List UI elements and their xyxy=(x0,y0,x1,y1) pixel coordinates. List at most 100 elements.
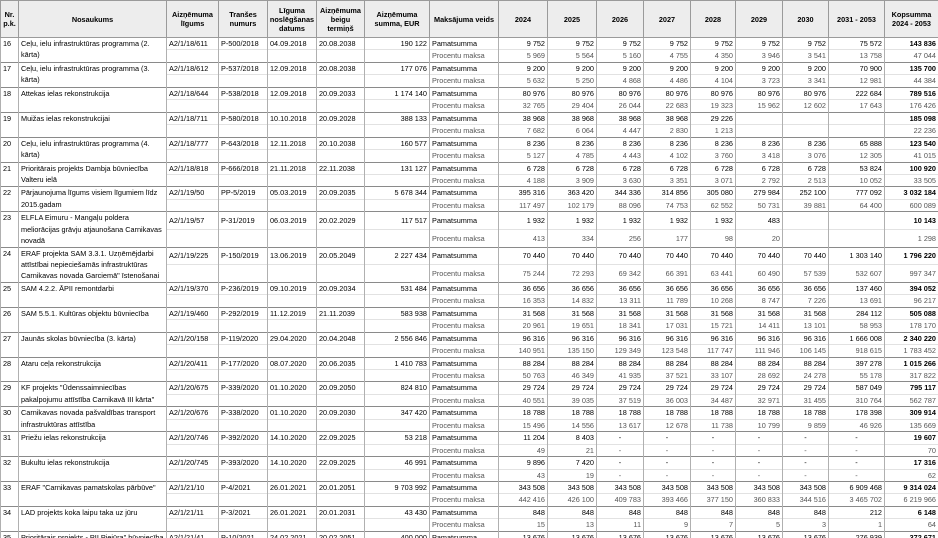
loan-end: 20.09.2028 xyxy=(316,111,365,125)
year-value: 363 420 xyxy=(547,186,597,200)
year-value: 31 568 xyxy=(735,306,783,320)
year-value: 222 684 xyxy=(828,86,885,100)
loan-contract: A2/1/20/675 xyxy=(166,381,219,395)
column-header: 2025 xyxy=(547,0,597,38)
empty-cell xyxy=(166,393,219,407)
loan-signed: 05.03.2019 xyxy=(267,186,317,200)
total-value: 33 505 xyxy=(884,173,938,187)
year-value xyxy=(828,124,885,138)
total-value: 317 822 xyxy=(884,368,938,382)
loan-contract: A2/1/20/411 xyxy=(166,356,219,370)
empty-cell xyxy=(218,418,268,432)
year-value: 8 236 xyxy=(498,136,548,150)
loan-amount: 1 174 140 xyxy=(364,86,430,100)
empty-cell xyxy=(166,294,219,308)
year-value: 256 xyxy=(596,228,644,248)
payment-type: Procentu maksa xyxy=(429,319,499,333)
year-value: 26 044 xyxy=(596,99,644,113)
empty-cell xyxy=(166,344,219,357)
year-value: 343 508 xyxy=(498,481,548,494)
year-value: 3 541 xyxy=(782,49,829,63)
payment-type: Pamatsumma xyxy=(429,186,499,200)
row-number: 25 xyxy=(0,281,19,308)
table-row: Procentu maksa 5 969 5 564 5 160 4 755 4 350 3… xyxy=(1,49,938,63)
empty-cell xyxy=(218,173,268,187)
empty-cell xyxy=(364,518,430,532)
empty-cell xyxy=(316,198,365,212)
year-value: 88 284 xyxy=(596,356,644,370)
year-value: 36 656 xyxy=(735,281,783,295)
loan-end: 20.08.2038 xyxy=(316,36,365,50)
payment-type: Procentu maksa xyxy=(429,149,499,163)
loan-end: 20.09.2033 xyxy=(316,86,365,100)
year-value: 29 724 xyxy=(782,381,829,395)
year-value: 36 656 xyxy=(596,281,644,295)
loan-contract: A2/1/21/41 xyxy=(166,530,219,538)
loan-contract: A2/1/18/644 xyxy=(166,86,219,100)
payment-type: Procentu maksa xyxy=(429,368,499,382)
year-value xyxy=(782,124,829,138)
empty-cell xyxy=(218,264,268,283)
year-value: 80 976 xyxy=(643,86,691,100)
year-value: 3 351 xyxy=(643,173,691,187)
year-value: 13 691 xyxy=(828,294,885,308)
loan-tranche: P-292/2019 xyxy=(218,306,268,320)
year-value: - xyxy=(735,468,783,482)
table-row: Procentu maksa 75 244 72 293 69 342 66 391 63… xyxy=(1,264,938,283)
year-value: 20 961 xyxy=(498,319,548,333)
payment-type: Procentu maksa xyxy=(429,49,499,63)
empty-cell xyxy=(364,418,430,432)
empty-cell xyxy=(218,294,268,308)
loan-signed: 29.04.2020 xyxy=(267,331,317,345)
total-value: 178 170 xyxy=(884,319,938,333)
row-number: 27 xyxy=(0,331,19,357)
year-value: 29 724 xyxy=(690,381,736,395)
row-number: 19 xyxy=(0,111,19,138)
year-value: 80 976 xyxy=(735,86,783,100)
table-row: Procentu maksa 413 334 256 177 98 20 1 298 xyxy=(1,228,938,248)
empty-cell xyxy=(364,149,430,163)
total-value: 185 098 xyxy=(884,111,938,125)
empty-cell xyxy=(166,319,219,333)
year-value xyxy=(782,111,829,125)
total-value: 9 314 024 xyxy=(884,481,938,494)
payment-type: Procentu maksa xyxy=(429,418,499,432)
total-value: 123 540 xyxy=(884,136,938,150)
year-value: 532 607 xyxy=(828,264,885,283)
loan-signed: 12.09.2018 xyxy=(267,86,317,100)
year-value: 80 976 xyxy=(782,86,829,100)
year-value: 343 508 xyxy=(547,481,597,494)
loan-contract: A2/1/19/370 xyxy=(166,281,219,295)
year-value: 18 788 xyxy=(735,406,783,420)
empty-cell xyxy=(267,264,317,283)
empty-cell xyxy=(364,49,430,63)
empty-cell xyxy=(166,74,219,88)
loan-name: Ceļu, ielu infrastruktūras programma (2.… xyxy=(18,37,167,63)
table-row: 24 ERAF projekta SAM 3.3.1. Uzņēmējdarbi … xyxy=(0,246,938,283)
empty-cell xyxy=(166,99,219,113)
empty-cell xyxy=(364,228,430,248)
row-number: 35 xyxy=(0,530,19,538)
total-value: 1 783 452 xyxy=(884,344,938,357)
empty-cell xyxy=(267,149,317,163)
year-value: 10 052 xyxy=(828,173,885,187)
year-value: 39 035 xyxy=(547,393,597,407)
loan-name: Pārjaunojuma līgums visiem līgumiem līdz… xyxy=(18,186,167,212)
payment-type: Procentu maksa xyxy=(429,294,499,308)
row-number: 20 xyxy=(0,136,19,163)
table-row: Procentu maksa 49 21- - - - - -70 xyxy=(1,443,938,457)
year-value: 3 760 xyxy=(690,149,736,163)
year-value: 397 278 xyxy=(828,356,885,370)
empty-cell xyxy=(218,49,268,63)
year-value: 13 676 xyxy=(735,530,783,538)
year-value: - xyxy=(828,468,885,482)
year-value: 1 213 xyxy=(690,124,736,138)
year-value: 6 728 xyxy=(643,161,691,175)
column-header: 2024 xyxy=(498,0,548,38)
year-value: 177 xyxy=(643,228,691,248)
empty-cell xyxy=(364,124,430,138)
year-value: 96 316 xyxy=(547,331,597,345)
empty-cell xyxy=(218,198,268,212)
empty-cell xyxy=(267,124,317,138)
payment-type: Pamatsumma xyxy=(429,306,499,320)
